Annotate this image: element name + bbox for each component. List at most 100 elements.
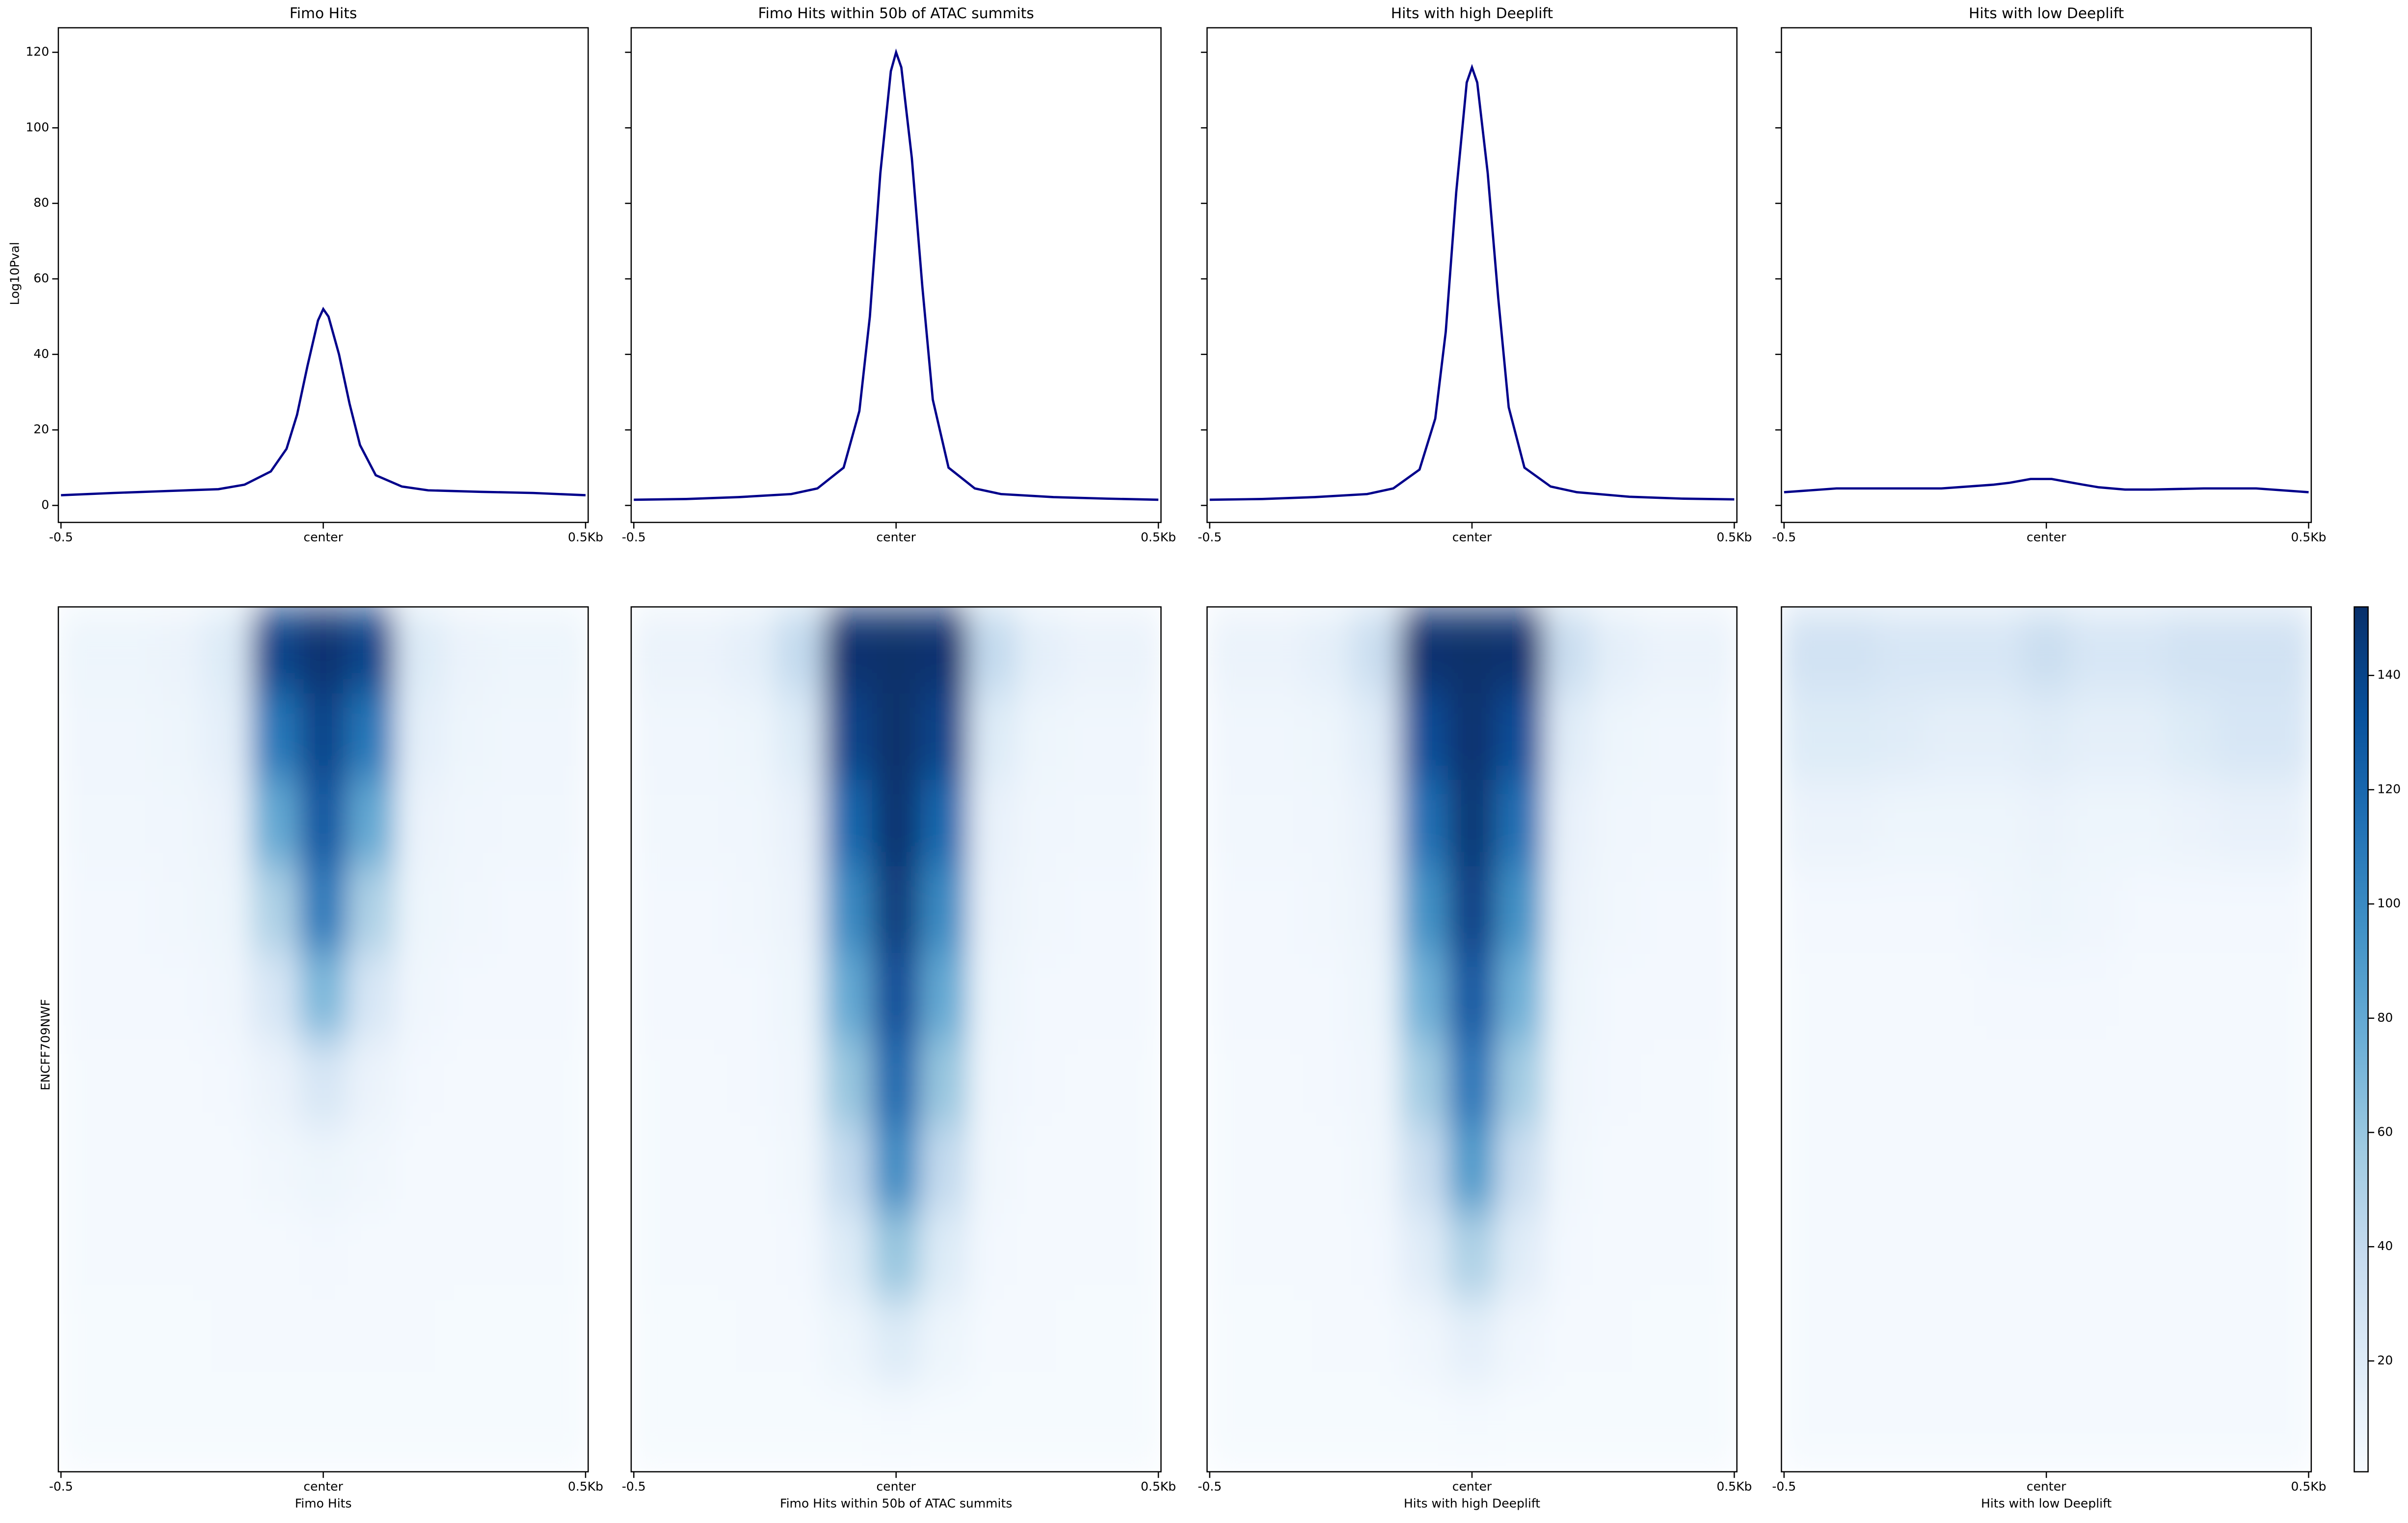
heatmap-cell [1113, 1299, 1161, 1387]
heatmap-cell [920, 1385, 969, 1472]
heatmap-cell [1255, 1299, 1305, 1387]
heatmap-cell [2215, 1126, 2264, 1213]
heatmap-cell [727, 607, 776, 694]
heatmap-cell [2070, 1385, 2119, 1472]
heatmap-cell [1255, 1126, 1305, 1213]
heatmap-cell [1113, 866, 1161, 954]
heatmap-cell [679, 952, 728, 1040]
heatmap-cell [1496, 952, 1545, 1040]
heatmap-cell [1974, 607, 2023, 694]
colorbar-tick-label: 60 [2377, 1125, 2393, 1139]
x-tick-label: center [2027, 530, 2066, 544]
heatmap-cell [155, 952, 204, 1040]
heatmap-cell [872, 952, 921, 1040]
heatmap-cell [58, 1126, 107, 1213]
heatmap-cell [299, 1039, 348, 1127]
x-axis-label: Hits with high Deeplift [1404, 1496, 1540, 1510]
heatmap-cell [2118, 693, 2168, 781]
heatmap-cell [1016, 607, 1066, 694]
heatmap-cell [2070, 1039, 2119, 1127]
heatmap-cell [443, 780, 493, 868]
heatmap-cell [1065, 1039, 1114, 1127]
heatmap-cell [395, 693, 445, 781]
heatmap-cell [920, 780, 969, 868]
x-tick-label: 0.5Kb [2291, 530, 2327, 544]
heatmap-cell [776, 1039, 825, 1127]
heatmap-cell [299, 1212, 348, 1300]
heatmap-cell [1065, 1385, 1114, 1472]
heatmap-cell [58, 1212, 107, 1300]
heatmap-cell [347, 952, 397, 1040]
heatmap-cell [1688, 780, 1737, 868]
heatmap-cell [1447, 952, 1497, 1040]
heatmap-cell [2070, 693, 2119, 781]
heatmap-cell [968, 780, 1017, 868]
heatmap-cell [1303, 1039, 1353, 1127]
heatmap-cell [776, 780, 825, 868]
heatmap-cell [1829, 780, 1879, 868]
heatmap-cell [968, 1212, 1017, 1300]
heatmap-cell [968, 693, 1017, 781]
heatmap-cell [251, 780, 300, 868]
heatmap-cell [107, 1299, 156, 1387]
x-tick-label: 0.5Kb [568, 530, 603, 544]
heatmap-cell [1877, 866, 1927, 954]
x-tick-label: 0.5Kb [1141, 530, 1176, 544]
heatmap-cell [968, 607, 1017, 694]
heatmap-cell [1829, 693, 1879, 781]
heatmap-cell [1974, 866, 2023, 954]
colorbar [2354, 606, 2369, 1472]
heatmap-cell [1207, 1385, 1256, 1472]
heatmap-cell [203, 780, 252, 868]
profile-line [634, 48, 1159, 501]
heatmap-cell [2215, 866, 2264, 954]
heatmap-cell [1399, 1385, 1449, 1472]
heatmap-cell [492, 1126, 541, 1213]
heatmap-cell [776, 1299, 825, 1387]
heatmap-cell [1399, 780, 1449, 868]
heatmap-cell [1207, 693, 1256, 781]
heatmap-cell [1065, 952, 1114, 1040]
heatmap-cell [251, 952, 300, 1040]
heatmap-cell [492, 693, 541, 781]
heatmap-cell [1113, 1039, 1161, 1127]
colorbar-tick-label: 20 [2377, 1353, 2393, 1367]
heatmap-cell [1877, 1126, 1927, 1213]
heatmap-cell [1351, 607, 1401, 694]
heatmap-cell [824, 607, 873, 694]
x-tick-label: -0.5 [1772, 530, 1796, 544]
heatmap-cell [2167, 952, 2216, 1040]
heatmap-cell [395, 780, 445, 868]
heatmap-cells [1781, 607, 2311, 1472]
heatmap-cell [1592, 1299, 1642, 1387]
heatmap-cell [443, 693, 493, 781]
y-tick-label: 120 [26, 45, 49, 59]
heatmap-cell [1207, 952, 1256, 1040]
heatmap-cell [631, 1039, 680, 1127]
heatmap-cell [824, 952, 873, 1040]
heatmap-cell [776, 1126, 825, 1213]
y-tick-label: 100 [26, 120, 49, 134]
heatmap-cell [1926, 1385, 1975, 1472]
heatmap-cell [920, 866, 969, 954]
heatmap-cell [155, 607, 204, 694]
heatmap-cell [2215, 952, 2264, 1040]
heatmap-cell [1207, 607, 1256, 694]
heatmap-blur [1207, 607, 1737, 1472]
heatmap-cell [2263, 952, 2311, 1040]
heatmap-cell [347, 780, 397, 868]
heatmap-cell [920, 693, 969, 781]
heatmap-cell [251, 693, 300, 781]
heatmap-cell [2022, 780, 2071, 868]
heatmap-cell [2263, 607, 2311, 694]
heatmap-cell [2022, 1299, 2071, 1387]
heatmap-cell [492, 1212, 541, 1300]
heatmap-cell [1399, 693, 1449, 781]
heatmap-cell [443, 1039, 493, 1127]
heatmap-cell [631, 866, 680, 954]
heatmap-cell [1544, 1212, 1593, 1300]
heatmap-cell [540, 1126, 589, 1213]
heatmap-cell [2070, 1126, 2119, 1213]
heatmap-cell [2215, 1039, 2264, 1127]
heatmap-cell [1255, 1385, 1305, 1472]
